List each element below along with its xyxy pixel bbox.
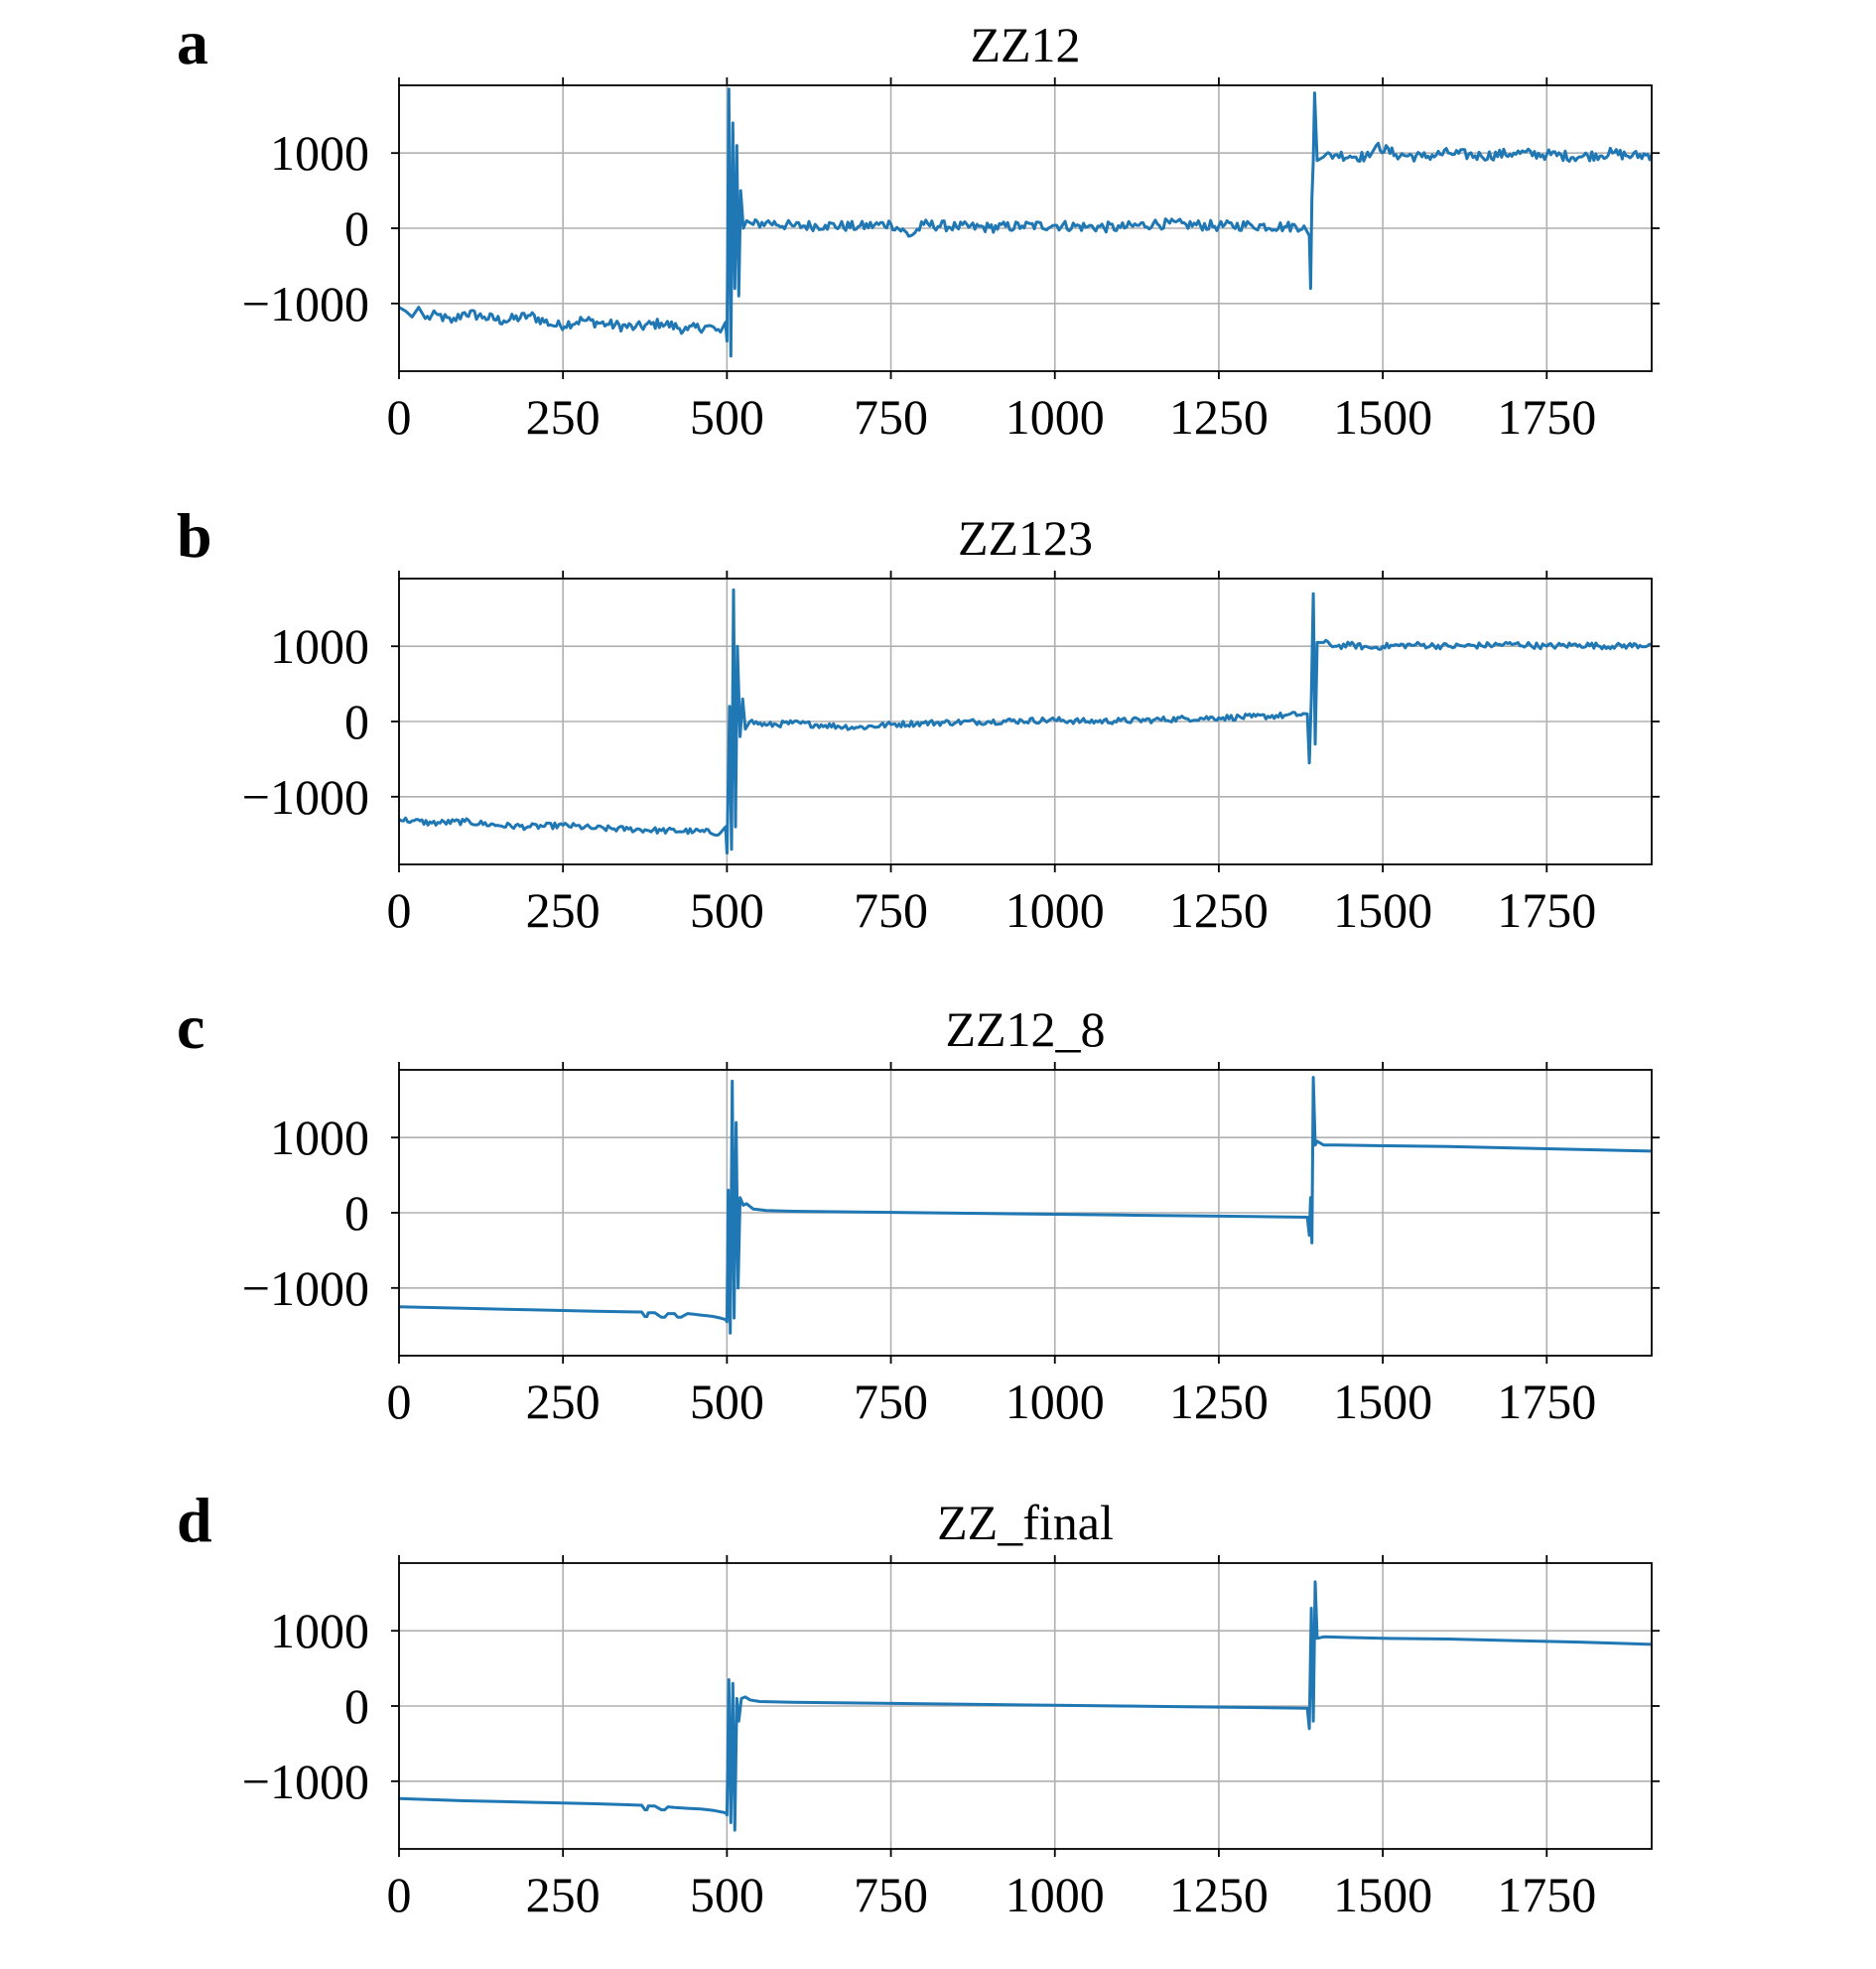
x-tick-label: 500 xyxy=(690,1867,764,1922)
x-tick-label: 750 xyxy=(854,1374,928,1429)
y-tick-label: −1000 xyxy=(242,1754,369,1809)
chart-title: ZZ_final xyxy=(937,1495,1114,1550)
chart-panel-c: c ZZ12_8 0 250 500 750 1000 1250 1500 1750 −1000 0 1… xyxy=(177,991,1660,1429)
x-tick-label: 500 xyxy=(690,389,764,445)
y-tick-label: 0 xyxy=(344,1678,369,1734)
x-tick-label: 750 xyxy=(854,1867,928,1922)
x-tick-label: 1500 xyxy=(1333,1867,1432,1922)
x-tick-label: 750 xyxy=(854,882,928,938)
chart-title: ZZ123 xyxy=(958,510,1093,566)
y-tick-label: 0 xyxy=(344,694,369,749)
y-tick-label: 1000 xyxy=(270,618,369,674)
x-tick-label: 1250 xyxy=(1169,882,1269,938)
x-tick-label: 1750 xyxy=(1497,1374,1596,1429)
y-tick-label: 0 xyxy=(344,200,369,256)
panel-letter: c xyxy=(177,991,204,1062)
x-tick-label: 250 xyxy=(526,389,601,445)
series-line xyxy=(399,588,1652,855)
x-tick-label: 250 xyxy=(526,1374,601,1429)
y-tick-label: 1000 xyxy=(270,125,369,181)
x-tick-label: 1000 xyxy=(1005,1867,1105,1922)
y-tick-label: 1000 xyxy=(270,1110,369,1165)
x-tick-label: 1750 xyxy=(1497,1867,1596,1922)
x-tick-label: 250 xyxy=(526,882,601,938)
x-tick-label: 1000 xyxy=(1005,1374,1105,1429)
x-tick-label: 1250 xyxy=(1169,389,1269,445)
x-tick-label: 250 xyxy=(526,1867,601,1922)
x-tick-label: 1500 xyxy=(1333,389,1432,445)
series-line xyxy=(399,87,1652,358)
chart-panel-b: b ZZ123 0 250 500 750 1000 1250 1500 1750 −1000 0 10… xyxy=(177,500,1660,938)
x-tick-label: 0 xyxy=(387,389,412,445)
x-tick-label: 500 xyxy=(690,882,764,938)
panel-letter: d xyxy=(177,1485,212,1555)
x-tick-label: 0 xyxy=(387,1374,412,1429)
y-tick-label: −1000 xyxy=(242,276,369,331)
x-tick-label: 1250 xyxy=(1169,1867,1269,1922)
panel-letter: a xyxy=(177,7,208,77)
x-tick-label: 1500 xyxy=(1333,1374,1432,1429)
series-line xyxy=(399,1580,1652,1832)
chart-title: ZZ12 xyxy=(970,17,1080,72)
x-tick-label: 750 xyxy=(854,389,928,445)
chart-panel-d: d ZZ_final 0 250 500 750 1000 1250 1500 1750 −1000… xyxy=(177,1485,1660,1922)
x-tick-label: 1250 xyxy=(1169,1374,1269,1429)
x-tick-label: 1750 xyxy=(1497,389,1596,445)
x-tick-label: 0 xyxy=(387,1867,412,1922)
x-tick-label: 1000 xyxy=(1005,882,1105,938)
chart-title: ZZ12_8 xyxy=(945,1001,1105,1057)
x-tick-label: 1000 xyxy=(1005,389,1105,445)
x-tick-label: 1750 xyxy=(1497,882,1596,938)
y-tick-label: −1000 xyxy=(242,769,369,825)
y-tick-label: −1000 xyxy=(242,1260,369,1316)
series-line xyxy=(399,1076,1652,1335)
y-tick-label: 0 xyxy=(344,1185,369,1241)
x-tick-label: 0 xyxy=(387,882,412,938)
panel-letter: b xyxy=(177,500,212,571)
x-tick-label: 500 xyxy=(690,1374,764,1429)
x-tick-label: 1500 xyxy=(1333,882,1432,938)
y-tick-label: 1000 xyxy=(270,1603,369,1658)
chart-panel-a: a ZZ12 0 250 500 750 1000 1250 1500 1750 −1000 0 100… xyxy=(177,7,1660,445)
